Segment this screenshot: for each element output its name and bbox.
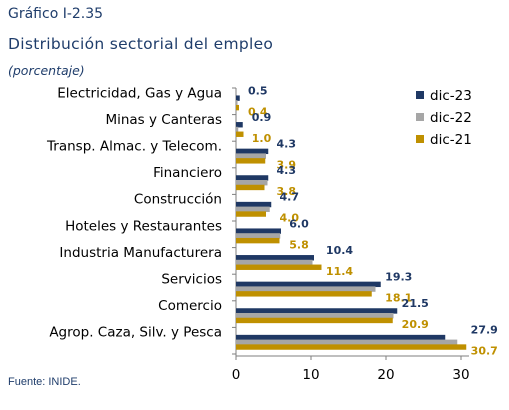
bar-dic-22-agrop-caza-silv-y-pesca (236, 339, 458, 345)
category-label-agrop-caza-silv-y-pesca: Agrop. Caza, Silv. y Pesca (49, 325, 222, 341)
chart-label: Gráfico I-2.35 (8, 6, 104, 22)
data-label-dic-21-servicios: 18.1 (385, 292, 412, 305)
bar-dic-21-minas-y-canteras (236, 131, 244, 137)
bar-dic-22-hoteles-y-restaurantes (236, 233, 281, 239)
bar-dic-22-industria-manufacturera (236, 259, 313, 266)
bar-dic-22-transp-almac-y-telecom (236, 153, 266, 159)
bar-dic-23-hoteles-y-restaurantes (236, 228, 281, 234)
category-label-comercio: Comercio (158, 298, 222, 314)
data-label-dic-23-electricidad-gas-y-agua: 0.5 (248, 84, 268, 97)
bar-dic-23-construccion (236, 201, 272, 208)
bar-dic-23-servicios (236, 281, 381, 288)
bar-dic-21-comercio (236, 317, 393, 324)
data-label-dic-23-agrop-caza-silv-y-pesca: 27.9 (471, 324, 498, 337)
legend-label-dic-23: dic-23 (430, 88, 472, 104)
category-label-transp-almac-y-telecom: Transp. Almac. y Telecom. (46, 139, 222, 155)
chart-title: Distribución sectorial del empleo (8, 35, 274, 53)
data-label-dic-21-financiero: 3.8 (277, 185, 297, 198)
data-label-dic-21-hoteles-y-restaurantes: 5.8 (289, 238, 309, 251)
bar-dic-22-financiero (236, 180, 268, 186)
category-label-financiero: Financiero (153, 165, 222, 181)
bar-dic-21-financiero (236, 184, 265, 191)
bar-dic-23-electricidad-gas-y-agua (236, 95, 240, 101)
data-label-dic-21-industria-manufacturera: 11.4 (326, 265, 353, 278)
bar-dic-21-transp-almac-y-telecom (236, 158, 266, 164)
bar-dic-21-agrop-caza-silv-y-pesca (236, 344, 467, 350)
data-label-dic-23-comercio: 21.5 (402, 297, 429, 310)
bar-dic-23-minas-y-canteras (236, 122, 243, 128)
x-tick-label: 10 (302, 367, 319, 383)
bar-dic-22-servicios (236, 286, 376, 292)
data-label-dic-21-comercio: 20.9 (402, 318, 429, 331)
data-label-dic-23-financiero: 4.3 (277, 164, 297, 177)
bar-dic-22-minas-y-canteras (236, 126, 239, 133)
legend-label-dic-21: dic-21 (430, 132, 472, 148)
data-label-dic-21-transp-almac-y-telecom: 3.9 (277, 159, 297, 172)
bar-dic-23-industria-manufacturera (236, 255, 314, 261)
data-label-dic-21-electricidad-gas-y-agua: 0.4 (248, 105, 268, 118)
data-label-dic-23-minas-y-canteras: 0.9 (252, 111, 272, 124)
category-label-servicios: Servicios (161, 272, 222, 288)
bar-dic-22-comercio (236, 313, 394, 319)
data-label-dic-21-agrop-caza-silv-y-pesca: 30.7 (471, 345, 498, 358)
bar-dic-23-financiero (236, 175, 269, 181)
chart-subtitle: (porcentaje) (8, 63, 85, 78)
category-label-minas-y-canteras: Minas y Canteras (105, 112, 222, 128)
data-label-dic-21-construccion: 4.0 (280, 212, 300, 225)
x-tick-label: 20 (377, 367, 394, 383)
data-label-dic-21-minas-y-canteras: 1.0 (252, 132, 272, 145)
data-label-dic-23-transp-almac-y-telecom: 4.3 (277, 138, 297, 151)
bar-dic-22-construccion (236, 206, 270, 212)
data-label-dic-23-industria-manufacturera: 10.4 (326, 244, 353, 257)
bar-dic-23-transp-almac-y-telecom (236, 148, 269, 155)
legend-swatch-dic-22 (416, 113, 424, 121)
bar-dic-21-construccion (236, 211, 266, 217)
legend-swatch-dic-21 (416, 135, 424, 143)
legend-swatch-dic-23 (416, 91, 424, 99)
bar-dic-23-agrop-caza-silv-y-pesca (236, 334, 446, 341)
source-note: Fuente: INIDE. (8, 376, 81, 388)
bar-dic-21-electricidad-gas-y-agua (236, 104, 239, 111)
bar-dic-22-electricidad-gas-y-agua (236, 100, 238, 106)
category-label-hoteles-y-restaurantes: Hoteles y Restaurantes (65, 218, 222, 234)
bar-dic-21-servicios (236, 291, 372, 297)
x-tick-label: 0 (232, 367, 241, 383)
category-label-construccion: Construcción (134, 192, 222, 208)
bar-dic-21-industria-manufacturera (236, 264, 322, 270)
category-label-electricidad-gas-y-agua: Electricidad, Gas y Agua (57, 85, 222, 101)
x-tick-label: 30 (452, 367, 469, 383)
bar-dic-21-hoteles-y-restaurantes (236, 237, 280, 244)
data-label-dic-23-hoteles-y-restaurantes: 6.0 (289, 217, 309, 230)
data-label-dic-23-construccion: 4.7 (280, 191, 300, 204)
data-label-dic-23-servicios: 19.3 (385, 271, 412, 284)
bar-dic-23-comercio (236, 308, 398, 314)
category-label-industria-manufacturera: Industria Manufacturera (59, 245, 222, 261)
legend-label-dic-22: dic-22 (430, 110, 472, 126)
